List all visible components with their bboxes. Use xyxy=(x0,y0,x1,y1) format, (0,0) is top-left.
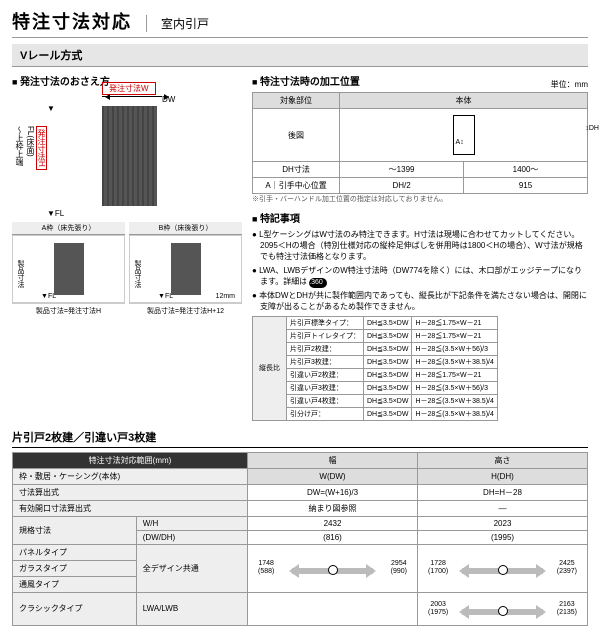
page-subtitle: 室内引戸 xyxy=(146,15,209,32)
ratio-table: 縦長比 片引戸標準タイプ：DH≦3.5×DWH－28≦1.75×W－21 片引戸… xyxy=(252,316,498,421)
frame-a: A枠（床先張り） 製品寸法▼FL 製品寸法=発注寸法H xyxy=(12,222,125,318)
frame-b: B枠（床後張り） 製品寸法▼FL12mm 製品寸法=発注寸法H+12 xyxy=(129,222,242,318)
slider-height-1: 1728(1700) 2425(2397) xyxy=(422,554,583,582)
label-order-w: 発注寸法W xyxy=(102,82,156,95)
notes-heading: 特記事項 xyxy=(252,210,588,225)
section2-title: 片引戸2枚建／引違い戸3枚建 xyxy=(12,429,588,448)
page-badge: P.360 xyxy=(309,278,326,288)
position-footnote: ※引手・バーハンドル加工位置の指定は対応しておりません。 xyxy=(252,194,588,204)
position-table: 対象部位本体 後図 A↕↕DH DH寸法～13991400～ A｜引手中心位置D… xyxy=(252,92,588,194)
notes-list: L型ケーシングはW寸法のみ特注できます。H寸法は現場に合わせてカットしてください… xyxy=(252,229,588,312)
label-order-h: 発注寸法H xyxy=(36,126,47,170)
order-diagram: 発注寸法W DW 発注寸法HFL(床面)～上枠上端 FL xyxy=(12,96,242,216)
fl-top xyxy=(47,104,55,113)
section-title: Vレール方式 xyxy=(12,44,588,67)
position-heading: 特注寸法時の加工位置 xyxy=(252,73,360,88)
unit-label: 単位：mm xyxy=(551,79,588,90)
fl-mark: FL xyxy=(47,209,64,218)
slider-height-2: 2003(1975) 2163(2135) xyxy=(422,595,583,623)
label-dw: DW xyxy=(162,95,175,104)
page-title: 特注寸法対応 xyxy=(12,8,132,34)
slider-width: 1748(588) 2954(990) xyxy=(252,554,413,582)
